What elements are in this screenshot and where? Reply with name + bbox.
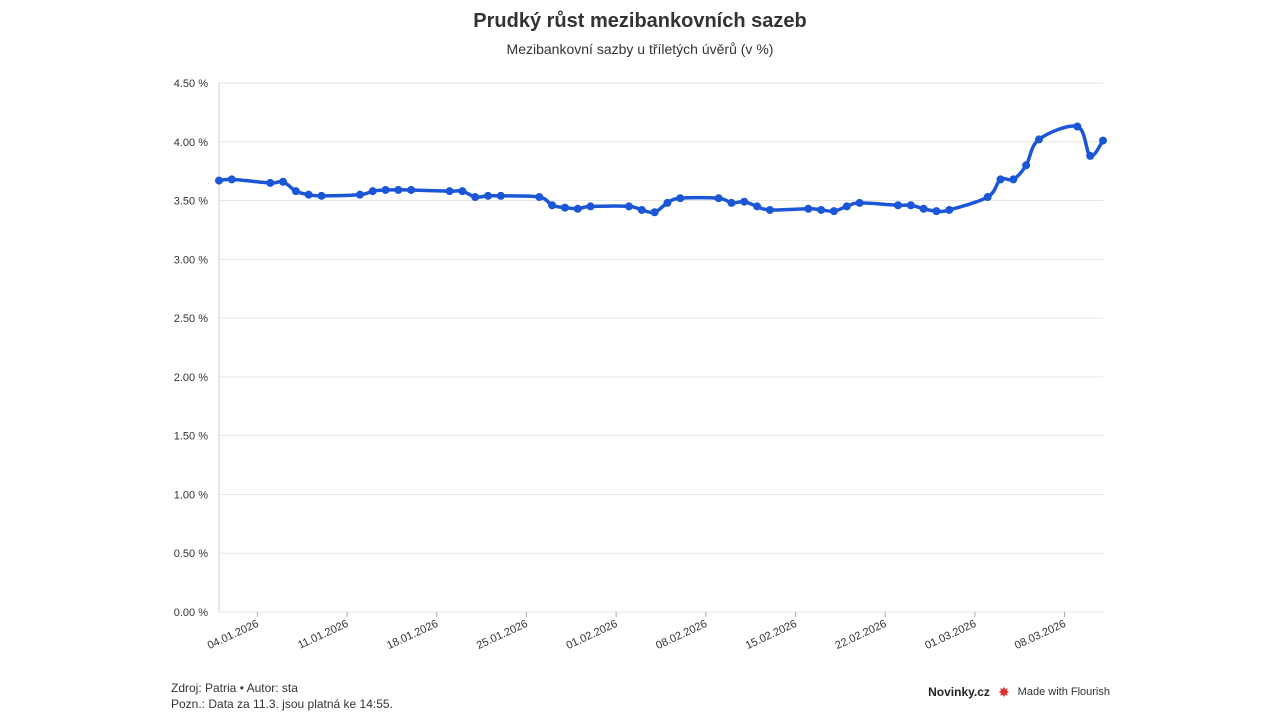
data-point <box>304 190 313 199</box>
series-line <box>217 124 1105 215</box>
data-point <box>983 193 992 202</box>
y-tick-label: 4.50 % <box>174 78 208 90</box>
y-tick-label: 4.00 % <box>174 137 208 149</box>
data-point <box>727 198 736 207</box>
data-point <box>227 175 236 184</box>
data-point <box>945 205 954 214</box>
line-chart: 0.00 % 0.50 % 1.00 % 1.50 % 2.00 % 2.50 % 3.00… <box>174 78 1107 652</box>
y-tick-label: 2.50 % <box>174 313 208 325</box>
data-point <box>573 204 582 213</box>
data-point <box>355 190 364 199</box>
y-tick-label: 0.50 % <box>174 548 208 560</box>
data-point <box>1022 161 1031 170</box>
data-point <box>279 177 288 186</box>
data-point <box>829 207 838 216</box>
flourish-logo-icon: ✸ <box>997 684 1010 700</box>
data-point <box>484 191 493 200</box>
chart-footer: Zdroj: Patria • Autor: sta Pozn.: Data z… <box>171 680 393 712</box>
x-tick-label: 22.02.2026 <box>833 618 888 652</box>
x-tick-label: 08.03.2026 <box>1013 618 1068 652</box>
data-point <box>765 205 774 214</box>
source-note: Zdroj: Patria • Autor: sta <box>171 681 298 695</box>
data-point <box>548 201 557 210</box>
site-logo[interactable]: Novinky.cz <box>928 685 990 699</box>
data-point <box>894 201 903 210</box>
data-note: Pozn.: Data za 11.3. jsou platná ke 14:5… <box>171 697 393 711</box>
data-point <box>919 204 928 213</box>
data-point <box>714 194 723 203</box>
data-point <box>624 202 633 211</box>
series-layer <box>215 122 1107 217</box>
data-point <box>855 198 864 207</box>
y-axis: 0.00 % 0.50 % 1.00 % 1.50 % 2.00 % 2.50 % 3.00… <box>174 78 220 619</box>
data-point <box>740 197 749 206</box>
data-point <box>996 175 1005 184</box>
y-tick-label: 3.50 % <box>174 196 208 208</box>
data-point <box>471 193 480 202</box>
chart-subtitle: Mezibankovní sazby u tříletých úvěrů (v … <box>506 41 774 57</box>
data-point <box>381 185 390 194</box>
data-point <box>266 178 275 187</box>
data-point <box>586 202 595 211</box>
x-tick-label: 01.03.2026 <box>923 618 978 652</box>
data-point <box>804 204 813 213</box>
x-tick-label: 15.02.2026 <box>744 618 799 652</box>
x-tick-label: 01.02.2026 <box>564 618 619 652</box>
grid-lines <box>219 82 1103 613</box>
y-tick-label: 3.00 % <box>174 254 208 266</box>
data-point <box>1099 136 1107 145</box>
data-point <box>1009 175 1018 184</box>
branding: Novinky.cz ✸ Made with Flourish <box>928 685 1110 699</box>
data-point <box>842 202 851 211</box>
y-tick-label: 0.00 % <box>174 607 208 619</box>
data-point <box>906 201 915 210</box>
data-point <box>637 205 646 214</box>
data-point <box>817 205 826 214</box>
data-point <box>650 208 659 217</box>
x-axis: 04.01.2026 11.01.2026 18.01.2026 25.01.2026… <box>206 612 1068 652</box>
made-with-flourish-link[interactable]: Made with Flourish <box>1017 686 1110 698</box>
data-point <box>676 194 685 203</box>
data-point <box>1086 151 1095 160</box>
chart-title: Prudký růst mezibankovních sazeb <box>473 10 807 32</box>
data-point <box>407 185 416 194</box>
data-point <box>317 191 326 200</box>
data-point <box>394 185 403 194</box>
data-point <box>1034 135 1043 144</box>
y-tick-label: 2.00 % <box>174 372 208 384</box>
data-point <box>291 187 300 196</box>
x-tick-label: 18.01.2026 <box>385 618 440 652</box>
data-point <box>458 187 467 196</box>
data-point <box>496 191 505 200</box>
data-point <box>932 207 941 216</box>
data-point <box>215 176 223 185</box>
y-tick-label: 1.00 % <box>174 489 208 501</box>
data-point <box>1073 122 1082 131</box>
x-tick-label: 08.02.2026 <box>654 618 709 652</box>
data-point <box>368 187 377 196</box>
data-point <box>663 198 672 207</box>
x-tick-label: 11.01.2026 <box>296 618 350 652</box>
x-tick-label: 25.01.2026 <box>475 618 530 652</box>
x-tick-label: 04.01.2026 <box>206 618 261 652</box>
y-tick-label: 1.50 % <box>174 431 208 443</box>
data-point <box>535 193 544 202</box>
data-point <box>445 187 454 196</box>
data-point <box>753 202 762 211</box>
data-point <box>560 203 569 212</box>
